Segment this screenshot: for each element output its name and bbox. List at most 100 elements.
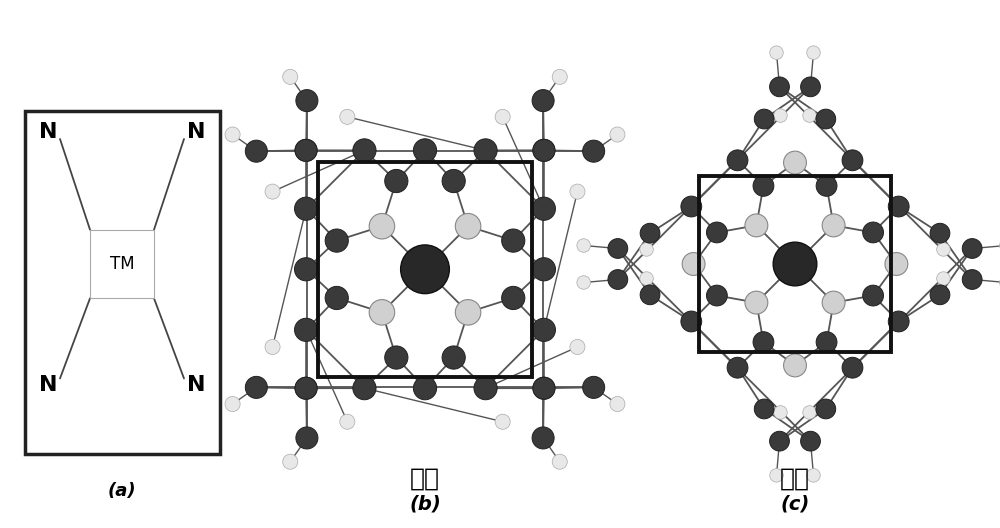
- Circle shape: [842, 357, 863, 378]
- Circle shape: [816, 332, 837, 353]
- Text: 卟啉: 卟啉: [410, 467, 440, 491]
- Text: N: N: [187, 122, 205, 142]
- Circle shape: [340, 109, 355, 125]
- Circle shape: [937, 272, 950, 285]
- Circle shape: [583, 140, 605, 162]
- Circle shape: [552, 69, 567, 84]
- Circle shape: [822, 214, 845, 237]
- Circle shape: [570, 184, 585, 199]
- Text: N: N: [39, 122, 57, 142]
- Circle shape: [533, 377, 555, 399]
- Circle shape: [294, 258, 318, 281]
- Circle shape: [640, 272, 653, 285]
- Circle shape: [640, 285, 660, 305]
- Circle shape: [295, 139, 317, 162]
- Circle shape: [245, 376, 267, 399]
- Circle shape: [803, 406, 816, 419]
- Circle shape: [745, 291, 768, 314]
- Bar: [699, 176, 891, 352]
- Circle shape: [770, 431, 789, 451]
- Circle shape: [369, 299, 395, 325]
- Circle shape: [442, 169, 465, 193]
- Circle shape: [754, 399, 774, 419]
- Circle shape: [474, 376, 497, 400]
- Circle shape: [640, 243, 653, 256]
- Circle shape: [570, 340, 585, 354]
- Circle shape: [552, 454, 567, 469]
- Circle shape: [784, 354, 806, 377]
- Circle shape: [801, 77, 820, 97]
- Circle shape: [577, 276, 590, 289]
- Circle shape: [296, 427, 318, 449]
- Circle shape: [533, 139, 555, 162]
- Circle shape: [533, 139, 555, 162]
- Circle shape: [265, 184, 280, 199]
- Circle shape: [807, 46, 820, 60]
- Circle shape: [295, 139, 317, 162]
- Circle shape: [727, 150, 748, 171]
- Circle shape: [385, 346, 408, 369]
- Circle shape: [937, 243, 950, 256]
- Circle shape: [706, 222, 727, 243]
- Circle shape: [369, 213, 395, 239]
- Circle shape: [296, 90, 318, 111]
- Circle shape: [325, 286, 348, 309]
- Circle shape: [930, 223, 950, 243]
- Circle shape: [353, 376, 376, 400]
- Circle shape: [754, 109, 774, 129]
- Circle shape: [807, 468, 820, 482]
- Circle shape: [295, 197, 318, 220]
- Circle shape: [863, 285, 884, 306]
- Circle shape: [773, 242, 817, 286]
- Circle shape: [888, 196, 909, 217]
- Circle shape: [502, 229, 525, 252]
- Circle shape: [842, 150, 863, 171]
- Circle shape: [442, 346, 465, 369]
- Circle shape: [353, 139, 376, 162]
- Circle shape: [706, 285, 727, 306]
- Circle shape: [753, 332, 774, 353]
- Circle shape: [455, 299, 481, 325]
- Circle shape: [413, 376, 437, 400]
- Circle shape: [495, 109, 510, 125]
- Circle shape: [816, 399, 836, 419]
- Circle shape: [608, 239, 628, 258]
- Circle shape: [532, 90, 554, 111]
- Bar: [90, 230, 154, 298]
- Circle shape: [930, 285, 950, 305]
- Circle shape: [610, 127, 625, 142]
- Circle shape: [681, 311, 702, 332]
- Text: (c): (c): [780, 495, 810, 514]
- Circle shape: [803, 109, 816, 122]
- Circle shape: [682, 252, 705, 276]
- Circle shape: [495, 414, 510, 429]
- Bar: [318, 162, 532, 376]
- Circle shape: [283, 69, 298, 84]
- Circle shape: [822, 291, 845, 314]
- Circle shape: [770, 77, 789, 97]
- Circle shape: [962, 239, 982, 258]
- Circle shape: [885, 252, 908, 276]
- Circle shape: [681, 196, 702, 217]
- Circle shape: [801, 431, 820, 451]
- Text: 酞菁: 酞菁: [780, 467, 810, 491]
- Circle shape: [265, 340, 280, 354]
- Text: N: N: [39, 375, 57, 395]
- Circle shape: [532, 318, 555, 342]
- Text: (b): (b): [409, 495, 441, 514]
- Circle shape: [283, 454, 298, 469]
- Circle shape: [774, 109, 787, 122]
- Circle shape: [401, 245, 449, 294]
- Circle shape: [753, 175, 774, 196]
- Circle shape: [225, 397, 240, 411]
- Text: N: N: [187, 375, 205, 395]
- Circle shape: [770, 46, 783, 60]
- Circle shape: [532, 197, 555, 220]
- Circle shape: [533, 377, 555, 399]
- Circle shape: [295, 318, 318, 342]
- Circle shape: [245, 140, 267, 162]
- Circle shape: [816, 109, 836, 129]
- Text: TM: TM: [110, 255, 134, 273]
- Circle shape: [340, 414, 355, 429]
- Circle shape: [583, 376, 605, 399]
